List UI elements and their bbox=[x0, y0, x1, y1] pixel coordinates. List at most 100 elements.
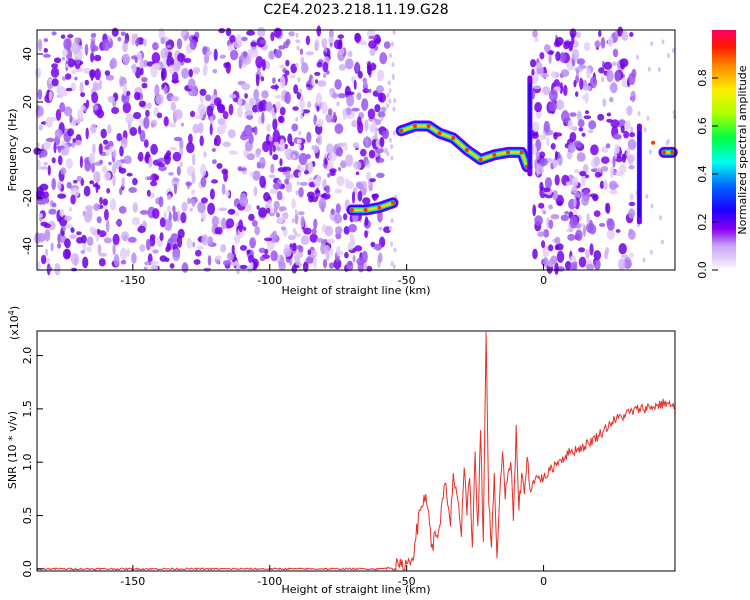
noise-blob bbox=[131, 216, 141, 226]
noise-blob bbox=[575, 91, 579, 97]
noise-blob bbox=[536, 62, 543, 69]
noise-blob bbox=[354, 245, 363, 252]
noise-blob bbox=[211, 148, 217, 152]
noise-blob bbox=[109, 198, 117, 211]
noise-blob bbox=[166, 56, 175, 68]
noise-blob bbox=[285, 59, 290, 67]
noise-blob bbox=[185, 181, 192, 187]
noise-blob bbox=[60, 167, 67, 175]
noise-blob bbox=[84, 43, 89, 56]
noise-blob bbox=[151, 62, 161, 71]
noise-blob bbox=[550, 143, 556, 150]
noise-blob bbox=[72, 138, 76, 143]
noise-blob bbox=[313, 178, 320, 186]
noise-blob bbox=[366, 159, 369, 165]
noise-blob bbox=[148, 156, 153, 168]
noise-blob bbox=[541, 240, 546, 249]
noise-blob bbox=[246, 30, 255, 36]
noise-blob bbox=[321, 38, 328, 49]
noise-blob bbox=[347, 50, 353, 58]
noise-blob bbox=[143, 116, 150, 129]
noise-blob bbox=[603, 178, 607, 191]
noise-blob bbox=[609, 96, 614, 103]
ridge-point bbox=[519, 150, 524, 155]
noise-blob bbox=[112, 243, 116, 256]
noise-blob bbox=[553, 132, 558, 140]
ridge-point bbox=[492, 152, 497, 157]
noise-blob bbox=[238, 167, 247, 172]
noise-blob bbox=[610, 166, 614, 179]
noise-blob bbox=[59, 102, 66, 113]
noise-blob bbox=[565, 260, 572, 271]
figure-title: C2E4.2023.218.11.19.G28 bbox=[263, 2, 448, 18]
noise-blob bbox=[137, 151, 144, 162]
noise-blob bbox=[284, 70, 290, 76]
colorbar-gradient bbox=[712, 30, 736, 270]
noise-blob bbox=[536, 66, 545, 75]
y-tick-label: 2.0 bbox=[21, 347, 34, 365]
noise-blob bbox=[139, 210, 149, 215]
noise-blob bbox=[187, 197, 191, 205]
noise-blob bbox=[39, 183, 49, 191]
snr-y-axis: 0.0 0.5 1.0 1.5 2.0 bbox=[21, 347, 43, 578]
noise-blob bbox=[102, 39, 111, 51]
noise-blob bbox=[140, 67, 144, 76]
noise-blob bbox=[105, 219, 110, 233]
noise-blob bbox=[278, 206, 287, 212]
noise-blob bbox=[626, 147, 631, 158]
noise-blob bbox=[128, 187, 137, 193]
noise-blob bbox=[96, 228, 101, 235]
noise-blob bbox=[38, 38, 42, 52]
noise-blob bbox=[112, 174, 116, 187]
noise-blob bbox=[131, 33, 135, 46]
noise-blob bbox=[90, 70, 94, 81]
noise-blob bbox=[300, 108, 304, 114]
noise-blob bbox=[386, 103, 390, 109]
noise-blob bbox=[90, 52, 95, 63]
noise-blob bbox=[317, 80, 327, 87]
noise-blob bbox=[628, 201, 636, 207]
noise-blob bbox=[199, 93, 204, 104]
noise-blob bbox=[151, 52, 161, 64]
noise-blob bbox=[388, 88, 392, 93]
noise-blob bbox=[316, 25, 322, 37]
noise-blob bbox=[92, 143, 96, 154]
noise-blob bbox=[191, 199, 196, 207]
noise-blob bbox=[186, 142, 195, 154]
noise-blob bbox=[292, 106, 299, 111]
noise-blob bbox=[42, 53, 51, 58]
noise-blob bbox=[89, 180, 95, 185]
noise-blob bbox=[42, 191, 50, 199]
noise-blob bbox=[392, 130, 396, 136]
noise-blob bbox=[168, 64, 175, 75]
noise-blob bbox=[209, 115, 214, 126]
colorbar-tick-label: 0.0 bbox=[696, 261, 709, 279]
noise-blob bbox=[213, 48, 218, 61]
noise-blob bbox=[248, 213, 255, 221]
noise-blob bbox=[53, 142, 57, 154]
noise-blob bbox=[299, 48, 304, 55]
x-tick-label: -50 bbox=[398, 575, 416, 588]
noise-blob bbox=[291, 123, 299, 132]
noise-blob bbox=[602, 98, 607, 107]
noise-blob bbox=[256, 26, 266, 38]
noise-blob bbox=[145, 109, 150, 118]
noise-blob bbox=[272, 154, 279, 161]
noise-blob bbox=[244, 110, 253, 116]
noise-blob bbox=[203, 151, 207, 158]
noise-blob bbox=[548, 53, 552, 64]
noise-blob bbox=[392, 29, 396, 35]
noise-blob bbox=[268, 135, 273, 142]
noise-blob bbox=[300, 235, 310, 246]
noise-blob bbox=[121, 95, 127, 102]
noise-blob bbox=[35, 67, 42, 79]
noise-blob bbox=[534, 102, 542, 113]
noise-blob bbox=[298, 88, 302, 94]
spectrogram-x-axis-label: Height of straight line (km) bbox=[281, 284, 430, 297]
noise-blob bbox=[147, 102, 152, 109]
noise-blob bbox=[55, 109, 62, 121]
noise-blob bbox=[187, 78, 196, 90]
noise-blob bbox=[65, 158, 74, 170]
noise-blob bbox=[173, 136, 183, 142]
noise-blob bbox=[79, 155, 83, 169]
